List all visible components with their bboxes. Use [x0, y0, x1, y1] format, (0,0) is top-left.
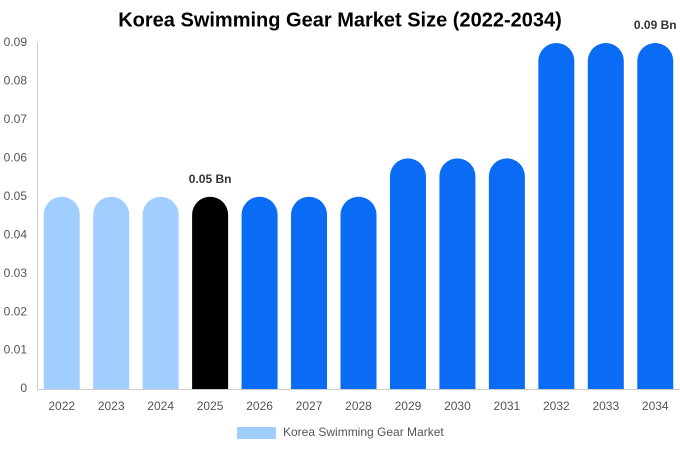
x-tick-label: 2030: [444, 399, 471, 413]
bar: [93, 196, 130, 389]
legend-label: Korea Swimming Gear Market: [283, 425, 444, 439]
x-tick-label: 2025: [197, 399, 224, 413]
bar: [43, 196, 80, 389]
x-tick-label: 2034: [642, 399, 669, 413]
bar: [439, 158, 476, 389]
y-tick-label: 0: [20, 381, 27, 395]
bar: [389, 158, 426, 389]
x-tick-label: 2024: [147, 399, 174, 413]
x-tick-label: 2027: [296, 399, 323, 413]
x-tick-label: 2031: [494, 399, 521, 413]
x-tick-label: 2033: [592, 399, 619, 413]
bar: [340, 196, 377, 389]
data-label: 0.09 Bn: [634, 18, 677, 32]
bar: [192, 196, 229, 389]
bar: [637, 43, 674, 389]
bar: [142, 196, 179, 389]
x-tick-label: 2032: [543, 399, 570, 413]
legend-swatch: [237, 427, 276, 439]
y-tick-label: 0.02: [4, 304, 28, 318]
chart-title: Korea Swimming Gear Market Size (2022-20…: [118, 9, 562, 31]
bar: [587, 43, 624, 389]
bar: [241, 196, 278, 389]
x-tick-label: 2029: [395, 399, 422, 413]
y-tick-label: 0.01: [4, 343, 28, 357]
y-tick-label: 0.04: [4, 227, 28, 241]
x-tick-label: 2026: [246, 399, 273, 413]
bar: [291, 196, 328, 389]
y-tick-label: 0.07: [4, 112, 28, 126]
y-tick-label: 0.03: [4, 266, 28, 280]
y-tick-label: 0.08: [4, 74, 28, 88]
x-tick-label: 2022: [48, 399, 75, 413]
bar: [488, 158, 525, 389]
y-tick-label: 0.05: [4, 189, 28, 203]
y-tick-label: 0.06: [4, 151, 28, 165]
data-label: 0.05 Bn: [189, 172, 232, 186]
x-tick-label: 2023: [98, 399, 125, 413]
bar: [538, 43, 575, 389]
x-tick-label: 2028: [345, 399, 372, 413]
y-tick-label: 0.09: [4, 35, 28, 49]
